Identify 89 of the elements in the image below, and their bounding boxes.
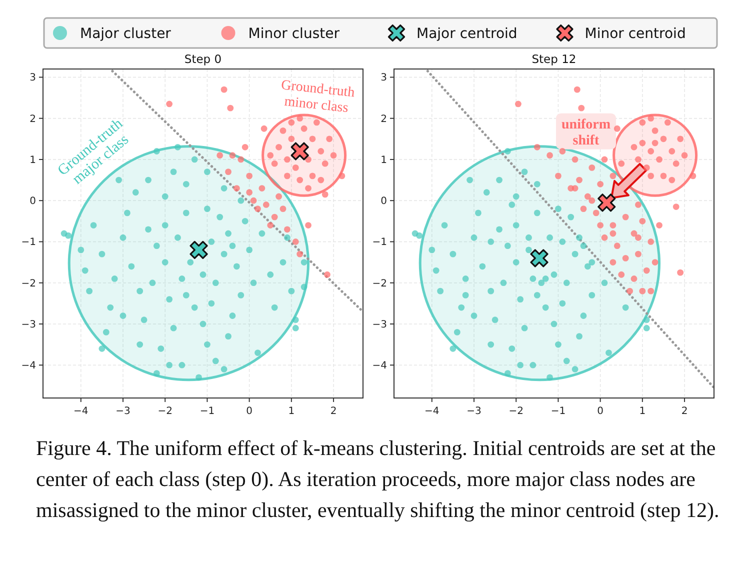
point	[258, 185, 266, 192]
y-tick-label: 0	[380, 196, 387, 208]
point	[324, 271, 330, 278]
point	[284, 226, 290, 233]
point	[267, 222, 274, 228]
y-tick-label: 1	[30, 154, 36, 166]
y-tick-label: 2	[30, 114, 36, 125]
y-tick-label: −3	[21, 319, 36, 330]
point	[322, 191, 328, 198]
point	[250, 197, 257, 204]
point	[254, 206, 261, 212]
legend-label: Minor centroid	[584, 26, 686, 42]
point	[338, 172, 346, 180]
point	[271, 214, 278, 220]
legend-label: Minor cluster	[248, 26, 340, 42]
x-tick-label: 2	[681, 406, 688, 417]
point	[330, 152, 337, 159]
point	[227, 104, 234, 112]
point	[220, 86, 228, 93]
x-tick-label: 2	[330, 406, 337, 417]
point	[284, 156, 290, 163]
point	[292, 164, 299, 171]
chart-title: Step 0	[184, 52, 222, 66]
point	[242, 144, 248, 150]
point	[238, 156, 244, 163]
y-tick-label: 2	[380, 114, 387, 125]
x-tick-label: 1	[288, 406, 295, 417]
x-tick-label: −3	[466, 406, 482, 417]
point	[276, 193, 282, 200]
point	[326, 136, 333, 142]
point	[296, 176, 304, 184]
point	[233, 185, 240, 192]
point	[267, 152, 274, 159]
point	[318, 176, 324, 184]
x-tick-label: 1	[639, 406, 646, 417]
point	[288, 136, 295, 142]
point	[276, 144, 282, 150]
point	[280, 127, 286, 134]
y-tick-label: −2	[21, 278, 36, 290]
y-tick-label: −4	[372, 360, 387, 372]
x-tick-label: −4	[74, 406, 88, 417]
annotation: uniform shift	[562, 117, 611, 148]
x-tick-label: −2	[508, 406, 524, 417]
x-tick-label: 0	[597, 406, 604, 417]
point	[309, 172, 316, 180]
annotation: Ground-truth minor class	[280, 78, 356, 116]
y-tick-label: −3	[372, 319, 387, 330]
y-tick-label: −4	[21, 360, 36, 372]
point	[260, 125, 268, 132]
point	[190, 240, 208, 259]
x-tick-label: −4	[424, 406, 440, 417]
y-tick-label: 1	[380, 154, 387, 166]
chart-title: Step 12	[532, 52, 576, 66]
point	[290, 142, 309, 160]
point	[288, 119, 295, 126]
point	[216, 152, 224, 159]
y-tick-label: −1	[21, 237, 36, 248]
point	[305, 185, 312, 192]
x-tick-label: 0	[246, 406, 253, 417]
point	[166, 100, 173, 108]
point	[262, 202, 270, 208]
point	[271, 160, 278, 167]
x-tick-label: −2	[158, 406, 172, 417]
point	[296, 250, 304, 258]
y-tick-label: −1	[372, 237, 387, 248]
y-tick-label: 3	[30, 72, 36, 84]
point	[309, 136, 316, 142]
x-tick-label: −1	[550, 406, 566, 417]
y-tick-label: 3	[380, 72, 387, 84]
point	[292, 238, 299, 245]
point	[305, 222, 312, 228]
x-tick-label: −1	[200, 406, 215, 417]
point	[280, 206, 286, 212]
point	[296, 115, 304, 122]
legend-label: Major centroid	[416, 26, 518, 42]
point	[300, 125, 308, 132]
x-tick-label: −3	[116, 406, 130, 417]
y-tick-label: −2	[372, 278, 387, 290]
point	[322, 160, 328, 167]
point	[313, 119, 320, 126]
point	[246, 172, 253, 180]
legend-label: Major cluster	[80, 26, 172, 42]
point	[284, 172, 290, 180]
point	[229, 152, 236, 159]
point	[318, 148, 324, 154]
caption: Figure 4. The uniform effect of k-means clustering. Initial centroids are set at the center of each class (step 0). As iteration proceeds, more major class nodes are misassigned to the minor cluster, eventually shifting the minor centroid (step 12).	[36, 436, 720, 522]
point	[225, 168, 232, 176]
y-tick-label: 0	[30, 196, 36, 208]
point	[246, 189, 253, 196]
